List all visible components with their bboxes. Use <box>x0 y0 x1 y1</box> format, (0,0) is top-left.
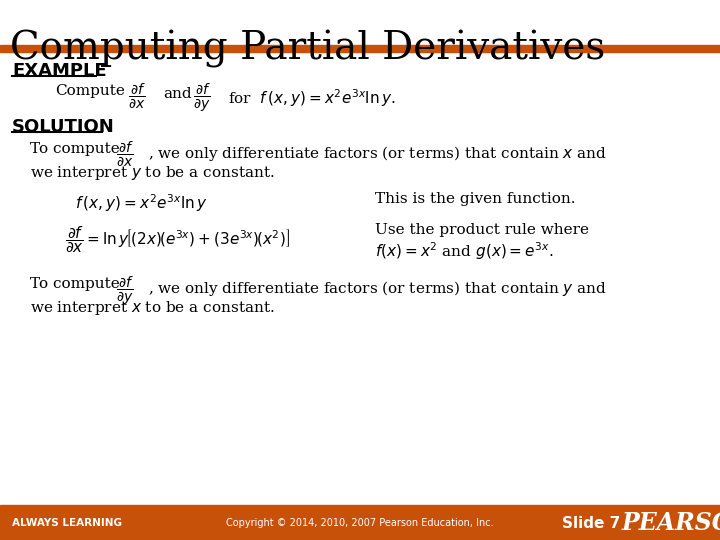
Text: $f\,(x, y) = x^2 e^{3x} \ln y$: $f\,(x, y) = x^2 e^{3x} \ln y$ <box>75 192 207 214</box>
Text: Use the product rule where: Use the product rule where <box>375 223 589 237</box>
Bar <box>0 45 720 52</box>
Text: $\dfrac{\partial f}{\partial x} = \ln y\!\left[\left(2x\right)\!\left(e^{3x}\rig: $\dfrac{\partial f}{\partial x} = \ln y\… <box>65 224 290 255</box>
Text: and: and <box>163 87 192 101</box>
Text: To compute: To compute <box>30 142 120 156</box>
Text: $\dfrac{\partial f}{\partial x}$: $\dfrac{\partial f}{\partial x}$ <box>116 140 134 170</box>
Text: SOLUTION: SOLUTION <box>12 118 114 136</box>
Text: Slide 7: Slide 7 <box>562 516 620 530</box>
Text: $\dfrac{\partial f}{\partial y}$: $\dfrac{\partial f}{\partial y}$ <box>116 275 134 307</box>
Text: we interpret $x$ to be a constant.: we interpret $x$ to be a constant. <box>30 299 274 317</box>
Text: ALWAYS LEARNING: ALWAYS LEARNING <box>12 518 122 528</box>
Text: $\dfrac{\partial f}{\partial x}$: $\dfrac{\partial f}{\partial x}$ <box>128 82 146 111</box>
Text: Copyright © 2014, 2010, 2007 Pearson Education, Inc.: Copyright © 2014, 2010, 2007 Pearson Edu… <box>226 518 494 528</box>
Text: To compute: To compute <box>30 277 120 291</box>
Text: Compute: Compute <box>55 84 125 98</box>
Text: EXAMPLE: EXAMPLE <box>12 62 107 80</box>
Text: This is the given function.: This is the given function. <box>375 192 575 206</box>
Text: for  $f\,(x, y) = x^2 e^{3x} \ln y.$: for $f\,(x, y) = x^2 e^{3x} \ln y.$ <box>228 87 395 109</box>
Text: Computing Partial Derivatives: Computing Partial Derivatives <box>10 30 606 68</box>
Text: , we only differentiate factors (or terms) that contain $y$ and: , we only differentiate factors (or term… <box>148 279 607 298</box>
Text: PEARSON: PEARSON <box>622 511 720 535</box>
Text: , we only differentiate factors (or terms) that contain $x$ and: , we only differentiate factors (or term… <box>148 144 607 163</box>
Text: we interpret $y$ to be a constant.: we interpret $y$ to be a constant. <box>30 164 274 182</box>
Text: $\dfrac{\partial f}{\partial y}$: $\dfrac{\partial f}{\partial y}$ <box>193 82 211 114</box>
Bar <box>0 505 720 540</box>
Text: $f(x) = x^2$ and $g(x) = e^{3x}.$: $f(x) = x^2$ and $g(x) = e^{3x}.$ <box>375 240 554 262</box>
